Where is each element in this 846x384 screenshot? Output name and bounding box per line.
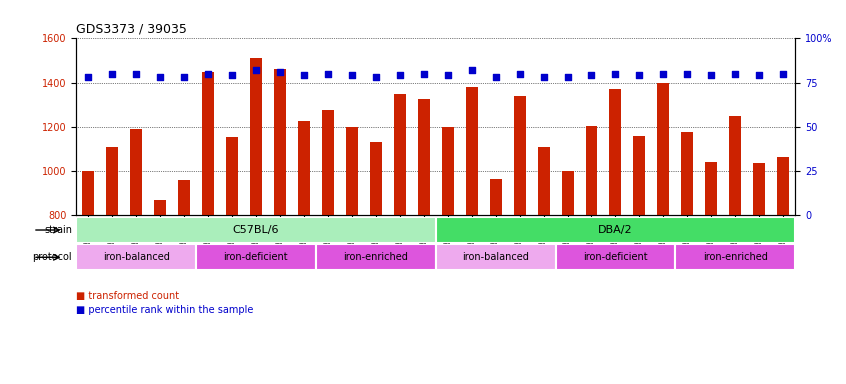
Bar bbox=[321, 110, 334, 215]
Point bbox=[369, 74, 382, 80]
Point bbox=[297, 73, 310, 79]
Bar bbox=[465, 87, 478, 215]
Point bbox=[728, 71, 742, 77]
Text: iron-balanced: iron-balanced bbox=[462, 252, 529, 262]
Bar bbox=[634, 136, 645, 215]
Point bbox=[201, 71, 215, 77]
Bar bbox=[562, 171, 574, 215]
Text: C57BL/6: C57BL/6 bbox=[233, 225, 279, 235]
Text: strain: strain bbox=[44, 225, 72, 235]
Bar bbox=[154, 200, 166, 215]
Bar bbox=[370, 142, 382, 215]
Bar bbox=[393, 94, 406, 215]
Bar bbox=[202, 71, 214, 215]
Bar bbox=[436, 217, 795, 243]
Bar bbox=[537, 147, 550, 215]
Bar bbox=[706, 162, 717, 215]
Bar bbox=[178, 180, 190, 215]
Text: DBA/2: DBA/2 bbox=[598, 225, 633, 235]
Point bbox=[752, 73, 766, 79]
Bar bbox=[585, 126, 597, 215]
Bar bbox=[226, 137, 238, 215]
Bar bbox=[250, 58, 262, 215]
Text: iron-deficient: iron-deficient bbox=[223, 252, 288, 262]
Bar bbox=[753, 163, 766, 215]
Point bbox=[249, 67, 262, 73]
Point bbox=[81, 74, 95, 80]
Bar bbox=[298, 121, 310, 215]
Point bbox=[680, 71, 694, 77]
Bar bbox=[346, 127, 358, 215]
Text: iron-balanced: iron-balanced bbox=[102, 252, 169, 262]
Point bbox=[561, 74, 574, 80]
Point bbox=[464, 67, 478, 73]
Text: iron-enriched: iron-enriched bbox=[343, 252, 409, 262]
Point bbox=[129, 71, 143, 77]
Bar bbox=[514, 96, 525, 215]
Bar bbox=[729, 116, 741, 215]
Point bbox=[656, 71, 670, 77]
Bar bbox=[76, 244, 196, 270]
Bar bbox=[490, 179, 502, 215]
Point bbox=[105, 71, 118, 77]
Point bbox=[417, 71, 431, 77]
Bar bbox=[418, 99, 430, 215]
Text: ■ percentile rank within the sample: ■ percentile rank within the sample bbox=[76, 305, 254, 314]
Bar bbox=[106, 147, 118, 215]
Bar bbox=[777, 157, 789, 215]
Bar bbox=[556, 244, 675, 270]
Point bbox=[513, 71, 526, 77]
Point bbox=[536, 74, 550, 80]
Point bbox=[777, 71, 790, 77]
Bar bbox=[675, 244, 795, 270]
Bar bbox=[82, 171, 94, 215]
Bar bbox=[76, 217, 436, 243]
Bar bbox=[196, 244, 316, 270]
Bar bbox=[609, 89, 622, 215]
Point bbox=[225, 73, 239, 79]
Text: GDS3373 / 39035: GDS3373 / 39035 bbox=[76, 23, 187, 36]
Point bbox=[153, 74, 167, 80]
Bar bbox=[130, 129, 142, 215]
Text: ■ transformed count: ■ transformed count bbox=[76, 291, 179, 301]
Point bbox=[321, 71, 334, 77]
Point bbox=[608, 71, 622, 77]
Bar bbox=[657, 83, 669, 215]
Point bbox=[705, 73, 718, 79]
Bar bbox=[274, 70, 286, 215]
Point bbox=[489, 74, 503, 80]
Bar bbox=[436, 244, 556, 270]
Point bbox=[441, 73, 454, 79]
Text: iron-deficient: iron-deficient bbox=[583, 252, 648, 262]
Bar bbox=[681, 132, 694, 215]
Text: protocol: protocol bbox=[32, 252, 72, 262]
Point bbox=[177, 74, 190, 80]
Point bbox=[393, 73, 406, 79]
Point bbox=[273, 69, 287, 75]
Bar bbox=[442, 127, 453, 215]
Bar bbox=[316, 244, 436, 270]
Point bbox=[585, 73, 598, 79]
Text: iron-enriched: iron-enriched bbox=[703, 252, 768, 262]
Point bbox=[345, 73, 359, 79]
Point bbox=[633, 73, 646, 79]
